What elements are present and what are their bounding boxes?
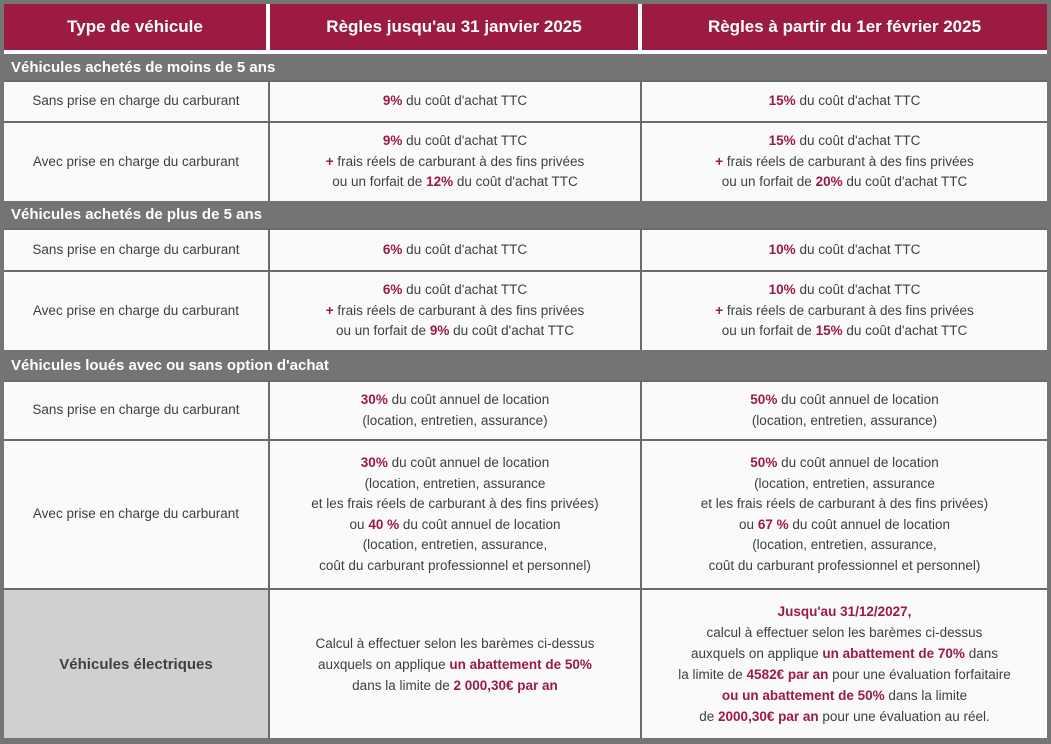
header-divider <box>4 50 1047 54</box>
table-row-under5-no-fuel: Sans prise en charge du carburant 9% du … <box>4 80 1047 121</box>
rule-until-cell: 6% du coût d'achat TTC <box>270 230 642 270</box>
rule-from-cell: 15% du coût d'achat TTC <box>642 82 1047 121</box>
rule-from-cell: 10% du coût d'achat TTC + frais réels de … <box>642 272 1047 350</box>
rule-until-cell: 9% du coût d'achat TTC + frais réels de c… <box>270 123 642 201</box>
section-band-bought-under-5-years: Véhicules achetés de moins de 5 ans <box>4 54 1047 80</box>
section-band-leased-vehicles: Véhicules loués avec ou sans option d'ac… <box>4 350 1047 380</box>
rule-from-cell: 15% du coût d'achat TTC + frais réels de … <box>642 123 1047 201</box>
rule-from-cell: Jusqu'au 31/12/2027, calcul à effectuer s… <box>642 590 1047 738</box>
table-row-over5-no-fuel: Sans prise en charge du carburant 6% du … <box>4 228 1047 270</box>
table-row-under5-with-fuel: Avec prise en charge du carburant 9% du … <box>4 121 1047 201</box>
rule-until-cell: 30% du coût annuel de location (location,… <box>270 382 642 439</box>
table-row-electric-vehicles: Véhicules électriques Calcul à effectuer… <box>4 588 1047 738</box>
rule-until-cell: 9% du coût d'achat TTC <box>270 82 642 121</box>
table-row-over5-with-fuel: Avec prise en charge du carburant 6% du … <box>4 270 1047 350</box>
header-row: Type de véhicule Règles jusqu'au 31 janv… <box>4 4 1047 50</box>
rule-from-cell: 10% du coût d'achat TTC <box>642 230 1047 270</box>
rule-from-cell: 50% du coût annuel de location (location,… <box>642 382 1047 439</box>
rule-until-cell: 6% du coût d'achat TTC + frais réels de c… <box>270 272 642 350</box>
table-row-leased-no-fuel: Sans prise en charge du carburant 30% du… <box>4 380 1047 439</box>
row-label-cell: Avec prise en charge du carburant <box>4 441 270 588</box>
section-band-bought-over-5-years: Véhicules achetés de plus de 5 ans <box>4 201 1047 228</box>
rule-until-cell: Calcul à effectuer selon les barèmes ci-… <box>270 590 642 738</box>
row-label-cell: Avec prise en charge du carburant <box>4 272 270 350</box>
row-label-cell: Sans prise en charge du carburant <box>4 82 270 121</box>
row-label-cell: Sans prise en charge du carburant <box>4 382 270 439</box>
row-label-cell: Avec prise en charge du carburant <box>4 123 270 201</box>
rule-until-cell: 30% du coût annuel de location (location,… <box>270 441 642 588</box>
row-label-cell-electric: Véhicules électriques <box>4 590 270 738</box>
header-cell-rules-from-feb-2025: Règles à partir du 1er février 2025 <box>642 4 1047 50</box>
row-label-cell: Sans prise en charge du carburant <box>4 230 270 270</box>
header-cell-vehicle-type: Type de véhicule <box>4 4 266 50</box>
table-row-leased-with-fuel: Avec prise en charge du carburant 30% du… <box>4 439 1047 588</box>
header-cell-rules-until-jan-2025: Règles jusqu'au 31 janvier 2025 <box>270 4 638 50</box>
rule-from-cell: 50% du coût annuel de location (location,… <box>642 441 1047 588</box>
